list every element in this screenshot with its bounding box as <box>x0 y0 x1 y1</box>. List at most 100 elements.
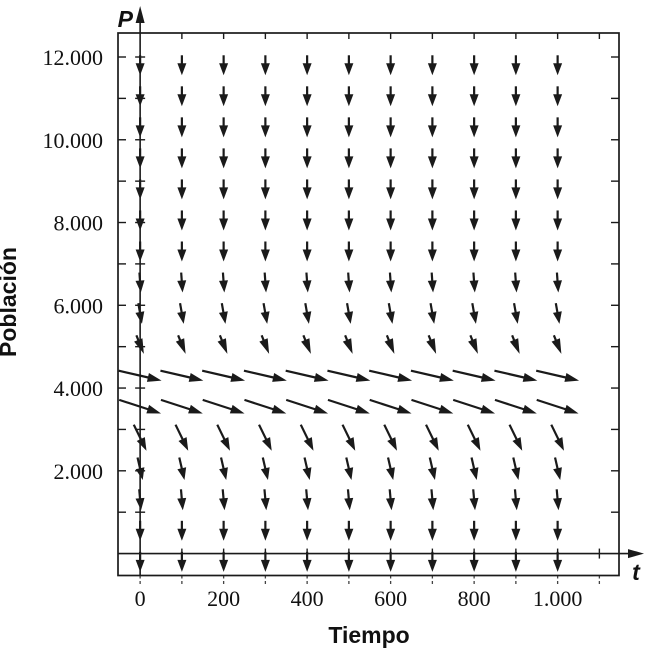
field-arrow-head <box>218 311 228 324</box>
field-arrow-head <box>302 249 312 262</box>
field-arrow-head <box>219 497 228 511</box>
field-arrow-head <box>385 280 395 293</box>
field-arrow-head <box>511 187 521 200</box>
field-arrow-shaft <box>430 489 434 501</box>
field-arrow-shaft <box>262 303 267 315</box>
field-arrow-head <box>219 156 229 169</box>
field-arrow-head <box>188 404 203 414</box>
field-arrow-head <box>177 249 187 262</box>
field-arrow-shaft <box>303 457 309 471</box>
field-arrow-head <box>344 280 354 293</box>
field-arrow-shaft <box>387 303 392 315</box>
field-arrow-head <box>511 559 521 572</box>
field-arrow-head <box>344 311 354 324</box>
field-arrow-head <box>522 373 538 382</box>
field-arrow-head <box>177 156 187 169</box>
field-arrow-head <box>469 467 479 480</box>
field-arrow-head <box>219 218 229 231</box>
field-arrow-head <box>177 125 187 138</box>
x-tick-label: 400 <box>291 586 324 611</box>
field-arrow-head <box>146 373 162 382</box>
field-arrow-shaft <box>383 424 394 442</box>
field-arrow-shaft <box>243 369 276 379</box>
field-arrow-head <box>386 63 396 76</box>
field-arrow-head <box>386 528 396 541</box>
field-arrow-head <box>219 187 229 200</box>
field-arrow-head <box>386 94 396 107</box>
field-arrow-head <box>344 497 354 511</box>
field-arrow-shaft <box>347 272 350 283</box>
field-arrow-shaft <box>535 369 568 379</box>
field-arrow-head <box>260 467 270 480</box>
field-arrow-shaft <box>285 369 318 379</box>
field-arrow-head <box>177 63 187 76</box>
x-tick-label: 0 <box>135 586 146 611</box>
field-arrow-head <box>469 528 479 541</box>
field-arrow-head <box>522 404 537 414</box>
field-arrow-shaft <box>305 489 309 501</box>
field-arrow-head <box>511 94 521 107</box>
field-arrow-head <box>470 437 481 451</box>
field-arrow-head <box>427 63 437 76</box>
field-arrow-head <box>509 338 520 354</box>
field-arrow-shaft <box>341 424 352 442</box>
field-arrow-shaft <box>221 272 225 283</box>
field-arrow-head <box>344 125 354 138</box>
field-arrow-head <box>302 497 312 511</box>
field-arrow-head <box>553 528 563 541</box>
field-arrow-shaft <box>428 457 434 471</box>
field-arrow-head <box>344 187 354 200</box>
field-arrow-shaft <box>221 489 225 501</box>
field-arrow-shaft <box>411 398 443 411</box>
field-arrow-shaft <box>410 369 443 379</box>
field-arrow-head <box>511 125 521 138</box>
field-arrow-head <box>178 437 189 451</box>
x-tick-label: 800 <box>458 586 491 611</box>
field-arrow-head <box>175 338 186 354</box>
field-arrow-head <box>469 156 479 169</box>
field-arrow-shaft <box>202 398 234 411</box>
field-arrow-head <box>313 373 329 382</box>
field-arrow-head <box>554 437 564 451</box>
field-arrow-head <box>302 187 312 200</box>
field-arrow-shaft <box>344 334 349 343</box>
field-arrow-shaft <box>118 369 151 379</box>
field-arrow-shaft <box>452 398 484 411</box>
field-arrow-shaft <box>550 424 561 442</box>
field-arrow-head <box>469 559 479 572</box>
field-arrow-head <box>427 280 437 293</box>
field-arrow-shaft <box>514 272 517 283</box>
field-arrow-shaft <box>299 424 310 442</box>
field-arrow-head <box>552 311 562 324</box>
field-arrow-head <box>302 280 312 293</box>
field-arrow-shaft <box>471 303 476 315</box>
field-arrow-head <box>177 311 187 324</box>
field-arrow-shaft <box>513 489 518 501</box>
field-arrow-head <box>344 249 354 262</box>
field-arrow-shaft <box>430 272 434 283</box>
field-arrow-head <box>553 467 562 480</box>
field-arrow-head <box>177 497 187 511</box>
field-arrow-head <box>439 373 454 382</box>
field-arrow-head <box>480 373 496 382</box>
field-arrow-shaft <box>508 424 519 442</box>
field-arrow-shaft <box>118 398 150 411</box>
field-arrow-shaft <box>327 369 359 379</box>
field-arrow-shaft <box>555 272 559 283</box>
field-arrow-shaft <box>469 334 475 343</box>
field-arrow-head <box>302 156 312 169</box>
field-arrow-head <box>344 467 354 480</box>
field-arrow-head <box>260 559 270 572</box>
field-arrow-head <box>177 467 187 480</box>
field-arrow-head <box>511 156 521 169</box>
field-arrow-head <box>344 94 354 107</box>
field-arrow-head <box>302 528 312 541</box>
field-arrow-head <box>386 249 396 262</box>
field-arrow-head <box>302 311 312 324</box>
field-arrow-head <box>563 404 579 414</box>
field-arrow-head <box>219 559 229 572</box>
field-arrow-shaft <box>494 369 526 379</box>
field-arrow-head <box>219 528 229 541</box>
field-arrow-head <box>512 437 523 451</box>
